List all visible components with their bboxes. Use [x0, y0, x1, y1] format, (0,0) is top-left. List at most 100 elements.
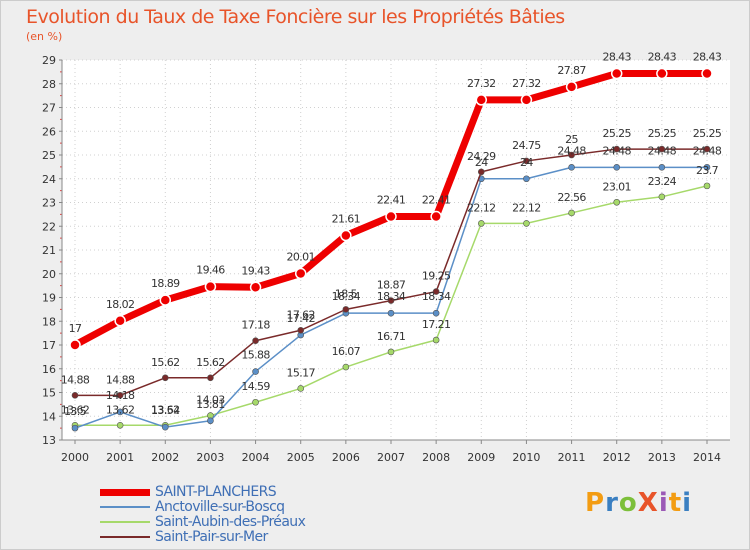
y-tick-label: 13: [42, 434, 56, 447]
data-label: 18.5: [335, 287, 358, 300]
x-tick-label: 2010: [512, 451, 540, 464]
data-label: 17: [69, 322, 82, 335]
data-label: 13.62: [61, 403, 90, 416]
data-label: 27.32: [467, 77, 496, 90]
data-label: 13.62: [151, 403, 180, 416]
data-point: [342, 363, 350, 371]
data-label: 14.59: [241, 380, 270, 393]
data-label: 14.88: [106, 373, 135, 386]
data-label: 25: [565, 133, 578, 146]
data-point: [116, 392, 124, 399]
y-tick-label: 26: [42, 125, 56, 138]
data-point: [565, 81, 578, 93]
data-point: [207, 417, 214, 425]
x-tick-label: 2014: [693, 451, 721, 464]
data-point: [432, 288, 440, 295]
data-point: [523, 157, 530, 165]
x-tick-label: 2002: [151, 451, 179, 464]
data-label: 19.43: [241, 264, 270, 277]
data-label: 21.61: [332, 213, 361, 226]
data-label: 23.24: [648, 175, 677, 188]
data-point: [159, 294, 172, 306]
data-point: [387, 297, 395, 304]
data-point: [520, 94, 533, 106]
data-point: [207, 374, 214, 382]
data-point: [656, 67, 668, 80]
x-tick-label: 2003: [196, 451, 224, 464]
logo-letter: i: [658, 488, 669, 518]
logo-letter: t: [668, 488, 683, 518]
data-point: [116, 408, 124, 416]
data-point: [701, 67, 713, 80]
data-label: 22.12: [512, 201, 541, 214]
data-point: [568, 209, 575, 217]
data-point: [613, 145, 621, 153]
data-label: 25.25: [602, 127, 631, 140]
y-tick-label: 22: [42, 220, 56, 233]
series-layer: [69, 67, 713, 432]
data-label: 14.88: [61, 373, 90, 386]
x-tick-label: 2013: [648, 451, 676, 464]
x-tick-label: 2008: [422, 451, 450, 464]
data-label: 25.25: [693, 127, 722, 140]
data-label: 14.18: [106, 389, 135, 402]
data-point: [703, 145, 711, 153]
data-point: [161, 374, 169, 382]
data-label: 24: [520, 156, 533, 169]
data-label: 18.34: [377, 290, 406, 303]
data-label: 17.18: [241, 319, 270, 332]
x-tick-label: 2004: [242, 451, 270, 464]
legend-swatch: [100, 506, 150, 508]
data-point: [114, 315, 126, 327]
data-point: [523, 175, 530, 183]
data-point: [385, 210, 397, 223]
data-point: [204, 280, 217, 293]
x-tick-label: 2001: [106, 451, 134, 464]
legend-swatch: [100, 521, 150, 523]
data-point: [387, 348, 395, 356]
y-tick-label: 20: [42, 268, 56, 281]
logo-letter: i: [682, 488, 693, 518]
data-point: [116, 421, 124, 429]
axes: 13 14 15 16 17 18 19 20 21 22 23 24 25 26 27 28 29 2000 20…: [42, 54, 730, 464]
grid: [62, 59, 730, 441]
data-point: [477, 220, 485, 227]
logo-letter: X: [637, 488, 659, 518]
data-label: 25.25: [648, 127, 677, 140]
data-label: 17.62: [286, 308, 315, 321]
data-point: [568, 164, 575, 171]
proxiti-logo: ProXiti: [585, 488, 692, 518]
data-point: [703, 164, 711, 171]
data-point: [523, 220, 530, 227]
data-label: 18.89: [151, 277, 180, 290]
data-label: 16.07: [332, 345, 361, 358]
x-tick-label: 2000: [61, 451, 89, 464]
data-point: [613, 198, 621, 206]
data-label: 20.01: [286, 251, 315, 264]
data-point: [252, 337, 259, 345]
data-point: [387, 309, 395, 317]
data-label: 19.46: [196, 264, 225, 277]
data-label: 22.56: [557, 191, 586, 204]
data-point: [568, 151, 575, 159]
data-label: 13.54: [151, 404, 180, 417]
logo-letter: o: [618, 488, 638, 518]
data-label: 24.48: [648, 144, 677, 157]
legend-swatch: [100, 488, 150, 496]
data-point: [658, 145, 666, 153]
data-label: 15.17: [286, 366, 315, 379]
data-point: [252, 398, 259, 406]
y-tick-label: 17: [42, 339, 56, 352]
logo-letter: r: [605, 488, 619, 518]
data-label: 23.7: [696, 164, 719, 177]
x-tick-label: 2009: [467, 451, 495, 464]
y-tick-label: 21: [42, 244, 56, 257]
x-tick-label: 2005: [287, 451, 315, 464]
data-label: 18.02: [106, 298, 135, 311]
x-tick-label: 2012: [603, 451, 631, 464]
data-point: [294, 267, 307, 280]
y-tick-label: 28: [42, 78, 56, 91]
data-point: [610, 67, 623, 80]
data-label: 22.41: [422, 194, 451, 207]
data-point: [613, 164, 621, 171]
